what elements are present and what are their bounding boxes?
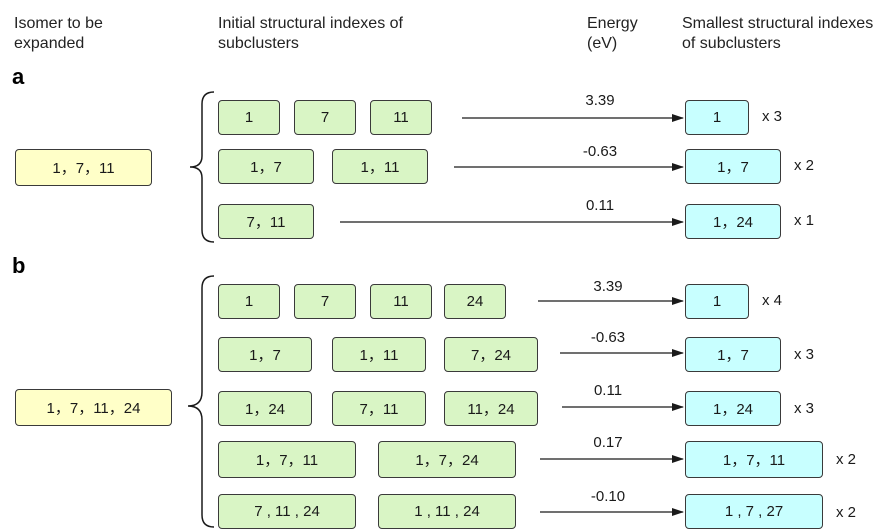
subcluster-box: 1，11: [332, 337, 426, 372]
isomer-box-b: 1，7，11，24: [15, 389, 172, 426]
multiplicity: x 1: [794, 212, 814, 229]
multiplicity: x 3: [762, 108, 782, 125]
subcluster-box: 7: [294, 284, 356, 319]
energy-value: 0.17: [578, 434, 638, 451]
subcluster-box: 7，11: [332, 391, 426, 426]
subcluster-box: 1: [218, 284, 280, 319]
isomer-box-a: 1，7，11: [15, 149, 152, 186]
subcluster-box: 1，7，24: [378, 441, 516, 478]
subcluster-box: 11，24: [444, 391, 538, 426]
smallest-box: 1，7: [685, 337, 781, 372]
energy-value: -0.63: [578, 329, 638, 346]
subcluster-box: 7: [294, 100, 356, 135]
multiplicity: x 2: [836, 504, 856, 521]
subcluster-box: 7 , 11 , 24: [218, 494, 356, 529]
smallest-box: 1，7，11: [685, 441, 823, 478]
energy-value: 0.11: [578, 382, 638, 399]
smallest-box: 1，24: [685, 391, 781, 426]
smallest-box: 1: [685, 284, 749, 319]
subcluster-box: 1 , 11 , 24: [378, 494, 516, 529]
smallest-box: 1 , 7 , 27: [685, 494, 823, 529]
energy-value: -0.63: [570, 143, 630, 160]
energy-value: 3.39: [578, 278, 638, 295]
multiplicity: x 4: [762, 292, 782, 309]
energy-value: 0.11: [570, 197, 630, 214]
multiplicity: x 2: [836, 451, 856, 468]
multiplicity: x 3: [794, 346, 814, 363]
brace-a: [190, 92, 214, 242]
subcluster-box: 24: [444, 284, 506, 319]
multiplicity: x 3: [794, 400, 814, 417]
brace-b: [188, 276, 214, 527]
subcluster-box: 1: [218, 100, 280, 135]
smallest-box: 1，7: [685, 149, 781, 184]
smallest-box: 1: [685, 100, 749, 135]
subcluster-box: 11: [370, 100, 432, 135]
multiplicity: x 2: [794, 157, 814, 174]
subcluster-box: 7，11: [218, 204, 314, 239]
subcluster-box: 7，24: [444, 337, 538, 372]
smallest-box: 1，24: [685, 204, 781, 239]
subcluster-box: 1，24: [218, 391, 312, 426]
subcluster-box: 1，7，11: [218, 441, 356, 478]
subcluster-box: 1，11: [332, 149, 428, 184]
subcluster-box: 1，7: [218, 337, 312, 372]
energy-value: -0.10: [578, 488, 638, 505]
subcluster-box: 11: [370, 284, 432, 319]
subcluster-box: 1，7: [218, 149, 314, 184]
energy-value: 3.39: [570, 92, 630, 109]
